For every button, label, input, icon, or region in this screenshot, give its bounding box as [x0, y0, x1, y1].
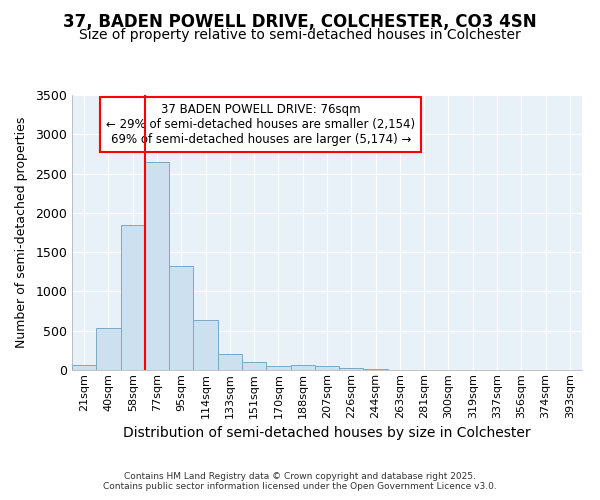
Bar [169, 266, 193, 370]
Text: 37, BADEN POWELL DRIVE, COLCHESTER, CO3 4SN: 37, BADEN POWELL DRIVE, COLCHESTER, CO3 … [63, 12, 537, 30]
Y-axis label: Number of semi-detached properties: Number of semi-detached properties [16, 117, 28, 348]
Bar [290, 365, 315, 370]
Bar [218, 354, 242, 370]
Bar [96, 328, 121, 370]
Text: Size of property relative to semi-detached houses in Colchester: Size of property relative to semi-detach… [79, 28, 521, 42]
Text: 37 BADEN POWELL DRIVE: 76sqm
← 29% of semi-detached houses are smaller (2,154)
6: 37 BADEN POWELL DRIVE: 76sqm ← 29% of se… [106, 104, 415, 146]
Bar [145, 162, 169, 370]
Bar [242, 362, 266, 370]
Bar [315, 366, 339, 370]
Text: Contains HM Land Registry data © Crown copyright and database right 2025.: Contains HM Land Registry data © Crown c… [124, 472, 476, 481]
Bar [72, 366, 96, 370]
Bar [339, 368, 364, 370]
Bar [193, 320, 218, 370]
Bar [266, 366, 290, 370]
X-axis label: Distribution of semi-detached houses by size in Colchester: Distribution of semi-detached houses by … [123, 426, 531, 440]
Text: Contains public sector information licensed under the Open Government Licence v3: Contains public sector information licen… [103, 482, 497, 491]
Bar [121, 224, 145, 370]
